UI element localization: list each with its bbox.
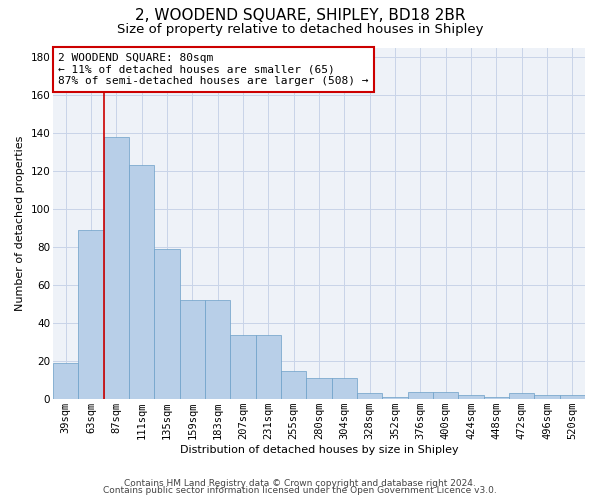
Bar	[281, 370, 307, 399]
Text: Contains public sector information licensed under the Open Government Licence v3: Contains public sector information licen…	[103, 486, 497, 495]
Bar	[560, 396, 585, 399]
Text: 2, WOODEND SQUARE, SHIPLEY, BD18 2BR: 2, WOODEND SQUARE, SHIPLEY, BD18 2BR	[135, 8, 465, 22]
Bar	[509, 394, 535, 399]
Y-axis label: Number of detached properties: Number of detached properties	[15, 136, 25, 311]
Bar	[129, 166, 154, 399]
Bar	[458, 396, 484, 399]
Bar	[357, 394, 382, 399]
Bar	[256, 334, 281, 399]
Bar	[535, 396, 560, 399]
Text: 2 WOODEND SQUARE: 80sqm
← 11% of detached houses are smaller (65)
87% of semi-de: 2 WOODEND SQUARE: 80sqm ← 11% of detache…	[58, 53, 369, 86]
Bar	[205, 300, 230, 399]
Bar	[104, 137, 129, 399]
Bar	[407, 392, 433, 399]
Bar	[382, 398, 407, 399]
Bar	[180, 300, 205, 399]
Bar	[154, 249, 180, 399]
Bar	[433, 392, 458, 399]
Bar	[53, 363, 79, 399]
Bar	[484, 398, 509, 399]
Bar	[332, 378, 357, 399]
Bar	[79, 230, 104, 399]
Bar	[307, 378, 332, 399]
Text: Contains HM Land Registry data © Crown copyright and database right 2024.: Contains HM Land Registry data © Crown c…	[124, 478, 476, 488]
Text: Size of property relative to detached houses in Shipley: Size of property relative to detached ho…	[117, 22, 483, 36]
Bar	[230, 334, 256, 399]
X-axis label: Distribution of detached houses by size in Shipley: Distribution of detached houses by size …	[180, 445, 458, 455]
